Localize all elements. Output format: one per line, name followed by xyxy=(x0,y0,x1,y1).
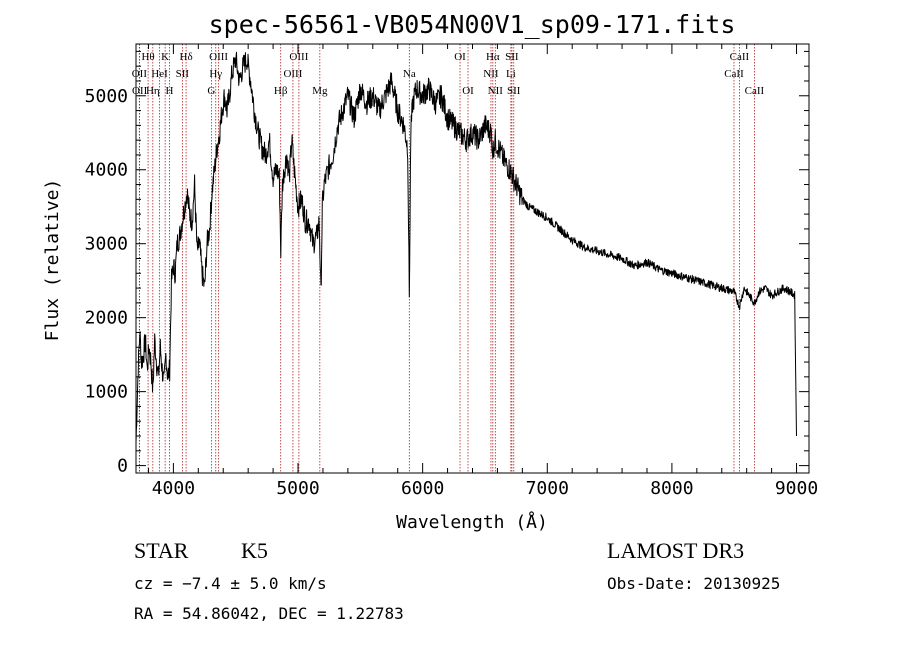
survey-name: LAMOST DR3 xyxy=(607,538,745,563)
spectral-line-label: OI xyxy=(462,85,474,97)
spectral-line-markers xyxy=(138,44,755,473)
y-axis-label: Flux (relative) xyxy=(42,179,63,342)
series-layer xyxy=(135,51,797,444)
spectral-line-label: Hα xyxy=(486,51,500,63)
y-tick-label: 1000 xyxy=(85,382,128,403)
spectral-line-label: K xyxy=(161,51,169,63)
spectral-line-label: CaII xyxy=(724,68,744,80)
spectral-line-label: OIII xyxy=(283,68,302,80)
spectral-line-label: NII xyxy=(483,68,499,80)
spectral-line-label: NII xyxy=(488,85,504,97)
spectral-line-label: Na xyxy=(403,68,416,80)
spectral-line-label: SII xyxy=(505,51,519,63)
x-tick-label: 7000 xyxy=(526,478,569,499)
object-class: STAR xyxy=(134,538,189,563)
x-tick-label: 5000 xyxy=(276,478,319,499)
spectral-line-label: SII xyxy=(176,68,190,80)
axis-ticks: 4000 5000 6000 7000 8000 9000 0 1000 2000 3000 400… xyxy=(85,44,818,499)
spectral-line-label: Hδ xyxy=(180,51,193,63)
x-tick-label: 8000 xyxy=(650,478,693,499)
spectral-line-label: H xyxy=(166,85,174,97)
spectral-line-label: OII xyxy=(132,68,148,80)
spectral-line-label: Li xyxy=(506,68,516,80)
spectral-line-label: OI xyxy=(454,51,466,63)
spectral-line-label: Mg xyxy=(312,85,328,97)
spectral-line-label: Hη xyxy=(146,85,160,97)
spectral-line-label: CaII xyxy=(745,85,765,97)
y-tick-label: 4000 xyxy=(85,160,128,181)
spectral-line-label: Hβ xyxy=(274,85,288,97)
spectral-line-label: SII xyxy=(507,85,521,97)
spectral-line-label: OIII xyxy=(209,51,228,63)
y-tick-label: 5000 xyxy=(85,86,128,107)
spectral-line-label: CaII xyxy=(730,51,750,63)
observation-date: Obs-Date: 20130925 xyxy=(607,574,781,593)
coordinates: RA = 54.86042, DEC = 1.22783 xyxy=(134,604,404,623)
y-tick-label: 0 xyxy=(117,456,128,477)
spectral-line-label: Hγ xyxy=(209,68,222,80)
y-tick-label: 3000 xyxy=(85,234,128,255)
y-tick-label: 2000 xyxy=(85,308,128,329)
object-subclass: K5 xyxy=(241,538,268,563)
x-axis-label: Wavelength (Å) xyxy=(396,511,548,533)
x-tick-label: 4000 xyxy=(152,478,195,499)
x-tick-label: 9000 xyxy=(775,478,818,499)
spectral-line-label: G xyxy=(207,85,215,97)
plot-frame xyxy=(135,43,810,474)
spectral-line-label: OIII xyxy=(289,51,308,63)
x-tick-label: 6000 xyxy=(401,478,444,499)
chart-title: spec-56561-VB054N00V1_sp09-171.fits xyxy=(209,10,736,39)
spectral-line-label: HeI xyxy=(151,68,168,80)
redshift-velocity: cz = −7.4 ± 5.0 km/s xyxy=(134,574,327,593)
spectral-line-label: Hθ xyxy=(141,51,154,63)
spectrum-series-line xyxy=(135,51,797,444)
